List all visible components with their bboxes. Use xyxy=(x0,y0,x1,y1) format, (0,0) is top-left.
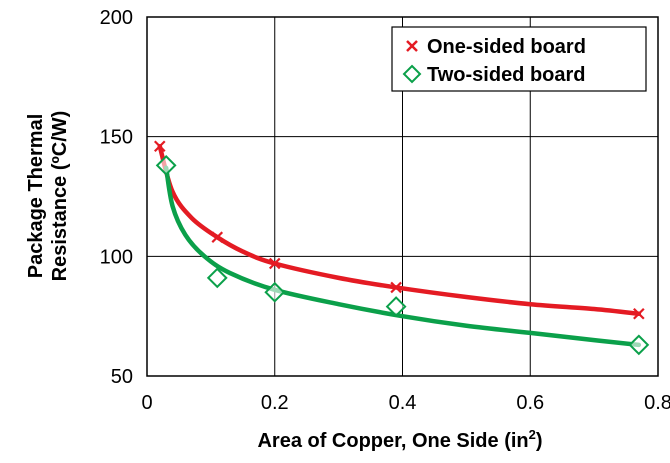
x-tick-label: 0.4 xyxy=(389,392,417,414)
data-point-series-2 xyxy=(628,334,650,356)
data-point-series-1 xyxy=(153,140,166,153)
data-point-series-1 xyxy=(211,231,224,243)
y-tick-label: 200 xyxy=(100,7,133,29)
data-markers xyxy=(153,140,650,356)
legend-marker-two-sided xyxy=(402,64,422,84)
trend-line-series-2 xyxy=(163,165,642,348)
data-point-series-1 xyxy=(268,257,281,270)
x-tick-label: 0 xyxy=(141,392,152,414)
data-point-series-1 xyxy=(390,281,402,294)
data-point-series-2 xyxy=(206,267,228,289)
x-axis-title: Area of Copper, One Side (in2) xyxy=(257,427,542,452)
trend-lines xyxy=(157,143,642,348)
x-tick-label: 0.8 xyxy=(644,392,670,414)
legend: One-sided board Two-sided board xyxy=(391,26,647,92)
y-axis-title-line2: Resistance (ºC/W) xyxy=(49,111,71,282)
y-axis-title-line1: Package Thermal xyxy=(25,114,47,279)
tick-labels: 0 0.2 0.4 0.6 0.8 50 100 150 200 xyxy=(100,7,670,414)
x-tick-label: 0.2 xyxy=(261,392,289,414)
data-point-series-2 xyxy=(264,281,286,303)
data-point-series-1 xyxy=(633,307,645,320)
x-axis-title-superscript: 2 xyxy=(529,427,536,442)
y-tick-label: 50 xyxy=(111,366,133,388)
data-point-series-2 xyxy=(155,154,177,176)
legend-label-two-sided: Two-sided board xyxy=(427,64,586,86)
x-tick-label: 0.6 xyxy=(516,392,544,414)
x-axis-title-end: ) xyxy=(536,430,543,452)
legend-box xyxy=(391,26,647,92)
trend-line-series-1 xyxy=(157,143,642,317)
legend-label-one-sided: One-sided board xyxy=(427,36,586,58)
y-tick-label: 100 xyxy=(100,246,133,268)
y-tick-label: 150 xyxy=(100,127,133,149)
legend-marker-one-sided xyxy=(406,40,418,52)
data-point-series-2 xyxy=(385,296,407,318)
plot-area-border xyxy=(146,16,659,377)
